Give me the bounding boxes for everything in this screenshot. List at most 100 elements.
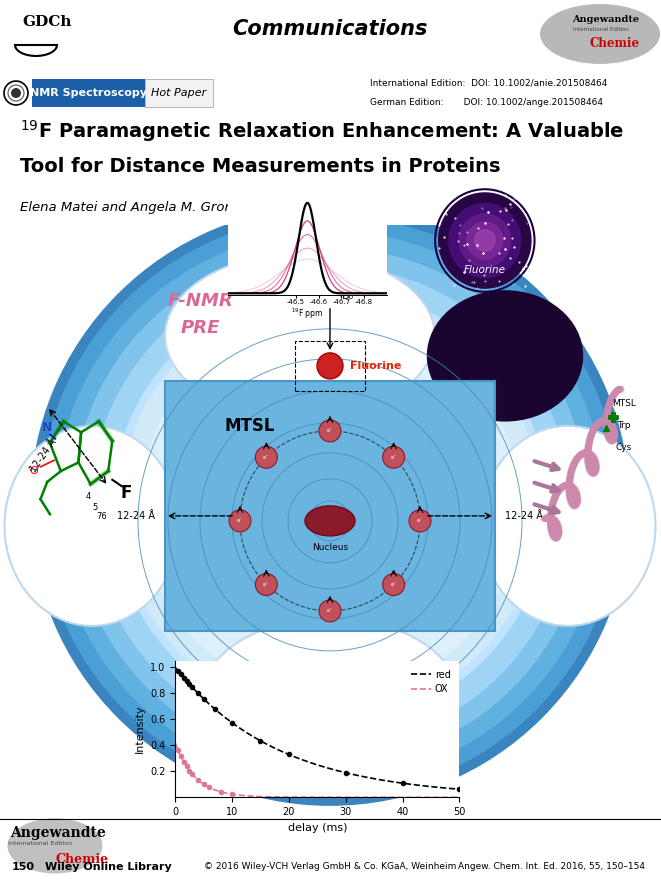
Circle shape [383, 447, 405, 468]
Polygon shape [459, 214, 510, 267]
OX [340, 792, 348, 803]
OX [345, 792, 353, 803]
Text: e⁻: e⁻ [237, 518, 243, 523]
Polygon shape [439, 193, 531, 288]
red [171, 662, 179, 672]
Text: e⁻: e⁻ [327, 609, 333, 613]
Ellipse shape [428, 291, 582, 421]
Ellipse shape [140, 316, 520, 696]
Text: Nucleus: Nucleus [312, 543, 348, 552]
red [172, 663, 180, 674]
Ellipse shape [55, 231, 605, 781]
Text: 12-24 Å: 12-24 Å [28, 438, 58, 475]
Circle shape [11, 88, 21, 98]
Text: e⁻: e⁻ [391, 455, 397, 460]
X-axis label: delay (ms): delay (ms) [288, 823, 347, 833]
Ellipse shape [112, 288, 548, 724]
Text: MTSL: MTSL [225, 417, 275, 435]
Text: Tool for Distance Measurements in Proteins: Tool for Distance Measurements in Protei… [20, 157, 500, 175]
Text: International Edition: International Edition [573, 27, 629, 33]
Text: 4: 4 [85, 492, 91, 501]
Circle shape [409, 510, 431, 532]
OX [410, 792, 418, 803]
Text: ·: · [28, 462, 34, 481]
Circle shape [317, 353, 343, 379]
Ellipse shape [540, 4, 660, 64]
Text: MTSL: MTSL [612, 399, 636, 409]
Text: 76: 76 [96, 512, 107, 521]
Ellipse shape [5, 426, 180, 626]
Ellipse shape [165, 254, 435, 418]
FancyBboxPatch shape [32, 79, 145, 107]
Circle shape [383, 574, 405, 596]
Circle shape [319, 420, 341, 442]
Text: NMR Spectroscopy: NMR Spectroscopy [30, 88, 147, 98]
Text: F: F [120, 484, 132, 501]
Text: e⁻: e⁻ [391, 582, 397, 587]
Ellipse shape [7, 818, 102, 873]
Ellipse shape [72, 248, 588, 764]
OX [171, 737, 179, 748]
Text: German Edition:       DOI: 10.1002/ange.201508464: German Edition: DOI: 10.1002/ange.201508… [370, 99, 603, 107]
Text: Angewandte: Angewandte [572, 16, 639, 25]
Polygon shape [475, 230, 495, 251]
Text: Elena Matei and Angela M. Gronenborn*: Elena Matei and Angela M. Gronenborn* [20, 202, 286, 214]
Ellipse shape [481, 426, 656, 626]
Text: $^{19}$F Paramagnetic Relaxation Enhancement: A Valuable: $^{19}$F Paramagnetic Relaxation Enhance… [20, 118, 624, 144]
Text: PRE: PRE [180, 319, 219, 337]
Polygon shape [449, 204, 521, 278]
Text: B₀: B₀ [342, 291, 354, 301]
Circle shape [319, 600, 341, 622]
Ellipse shape [90, 266, 570, 746]
X-axis label: $^{19}$F ppm: $^{19}$F ppm [291, 307, 324, 321]
Text: International Edition:  DOI: 10.1002/anie.201508464: International Edition: DOI: 10.1002/anie… [370, 78, 607, 87]
red [340, 767, 348, 778]
Text: e⁻: e⁻ [417, 518, 423, 523]
Text: Communications: Communications [232, 19, 428, 39]
Text: Fluorine: Fluorine [350, 361, 401, 371]
red [410, 780, 418, 790]
Text: e⁻: e⁻ [263, 455, 270, 460]
Ellipse shape [30, 206, 630, 806]
Text: 150: 150 [12, 862, 35, 872]
red [455, 784, 463, 795]
red [340, 766, 348, 777]
Text: Angew. Chem. Int. Ed. 2016, 55, 150–154: Angew. Chem. Int. Ed. 2016, 55, 150–154 [458, 862, 645, 871]
FancyBboxPatch shape [165, 381, 495, 631]
OX [455, 792, 463, 803]
Text: International Edition: International Edition [8, 840, 72, 846]
Text: GDCh: GDCh [22, 15, 71, 29]
Text: e⁻: e⁻ [263, 582, 270, 587]
Line: red: red [175, 667, 459, 789]
Line: OX: OX [175, 743, 459, 797]
Text: 5: 5 [92, 503, 97, 512]
Ellipse shape [40, 216, 620, 796]
Text: Hot Paper: Hot Paper [151, 88, 207, 98]
Text: Fluorine: Fluorine [464, 264, 506, 275]
Text: 12-24 Å: 12-24 Å [117, 511, 155, 521]
Circle shape [229, 510, 251, 532]
Circle shape [255, 447, 278, 468]
Ellipse shape [120, 296, 540, 716]
FancyBboxPatch shape [145, 79, 213, 107]
OX [429, 792, 437, 803]
Text: 12-24 Å: 12-24 Å [505, 511, 543, 521]
Text: Trp: Trp [617, 421, 631, 430]
Ellipse shape [305, 506, 355, 536]
Text: F-NMR: F-NMR [167, 292, 233, 310]
OX [340, 792, 348, 803]
Text: Cys: Cys [616, 442, 632, 452]
Legend: red, OX: red, OX [408, 666, 455, 699]
Text: e⁻: e⁻ [327, 428, 333, 433]
OX [172, 740, 180, 751]
Text: Chemie: Chemie [55, 853, 108, 866]
Text: O: O [29, 466, 38, 476]
red [429, 781, 437, 792]
Y-axis label: Intensity: Intensity [134, 705, 145, 753]
Text: N: N [42, 421, 52, 434]
Text: © 2016 Wiley-VCH Verlag GmbH & Co. KGaA, Weinheim: © 2016 Wiley-VCH Verlag GmbH & Co. KGaA,… [204, 862, 456, 871]
Circle shape [255, 574, 278, 596]
Text: Wiley Online Library: Wiley Online Library [45, 862, 172, 872]
red [345, 768, 353, 779]
Text: Angewandte: Angewandte [10, 825, 106, 840]
